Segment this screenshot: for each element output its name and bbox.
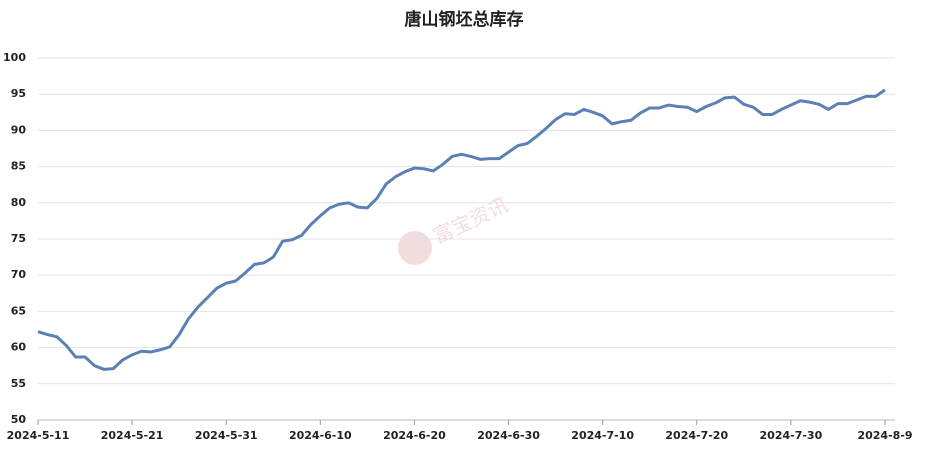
chart-title: 唐山钢坯总库存 [405, 9, 524, 30]
y-tick-label: 90 [11, 123, 27, 136]
y-tick-label: 85 [11, 160, 26, 173]
watermark: 富宝资讯 [429, 193, 512, 249]
data-line [37, 88, 886, 371]
y-tick-label: 65 [11, 304, 26, 317]
x-tick-label: 2024-6-30 [477, 429, 540, 442]
y-tick-label: 60 [11, 341, 27, 354]
y-tick-label: 80 [11, 196, 27, 209]
y-tick-label: 50 [11, 413, 27, 426]
y-tick-label: 100 [3, 51, 26, 64]
x-tick-label: 2024-6-10 [289, 429, 352, 442]
x-tick-label: 2024-7-10 [571, 429, 634, 442]
y-tick-label: 70 [11, 268, 27, 281]
x-tick-label: 2024-7-30 [760, 429, 823, 442]
x-tick-label: 2024-5-11 [7, 429, 70, 442]
watermark-group: 富宝资讯 [398, 193, 512, 265]
x-tick-label: 2024-5-21 [101, 429, 164, 442]
x-tick-label: 2024-7-20 [665, 429, 728, 442]
y-tick-label: 95 [11, 87, 26, 100]
x-tick-label: 2024-8-9 [857, 429, 912, 442]
y-tick-label: 55 [11, 377, 26, 390]
y-tick-label: 75 [11, 232, 26, 245]
x-tick-label: 2024-6-20 [383, 429, 446, 442]
x-tick-label: 2024-5-31 [195, 429, 258, 442]
